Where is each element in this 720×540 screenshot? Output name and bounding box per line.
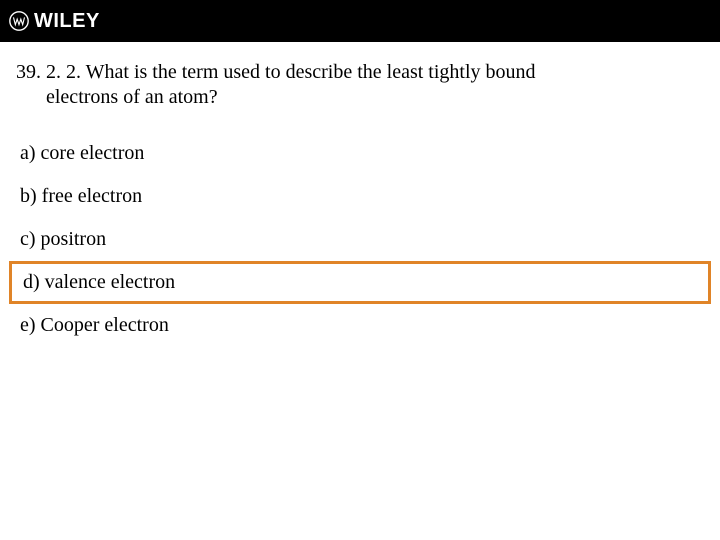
option-e[interactable]: e) Cooper electron (16, 304, 704, 347)
wiley-icon (8, 10, 30, 32)
options-list: a) core electron b) free electron c) pos… (16, 132, 704, 347)
header-bar: WILEY (0, 0, 720, 42)
question-block: 39. 2. 2. What is the term used to descr… (16, 60, 704, 110)
option-a[interactable]: a) core electron (16, 132, 704, 175)
brand-name: WILEY (34, 10, 100, 33)
question-line-2: electrons of an atom? (16, 85, 704, 110)
question-line-1: 39. 2. 2. What is the term used to descr… (16, 60, 704, 85)
content-area: 39. 2. 2. What is the term used to descr… (0, 42, 720, 347)
option-b[interactable]: b) free electron (16, 175, 704, 218)
option-d[interactable]: d) valence electron (9, 261, 711, 304)
brand-logo: WILEY (8, 10, 100, 33)
option-c[interactable]: c) positron (16, 218, 704, 261)
